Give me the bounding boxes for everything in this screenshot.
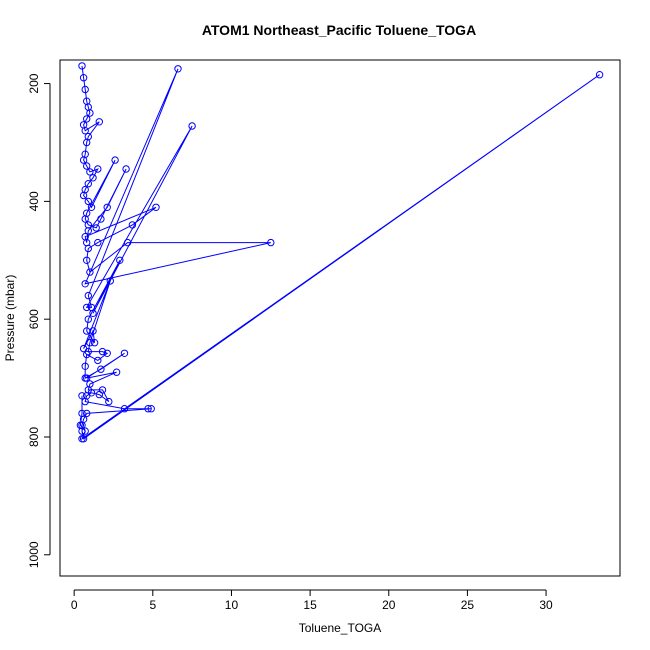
data-point — [81, 127, 89, 135]
data-point — [83, 138, 91, 147]
x-tick-label: 0 — [71, 598, 78, 612]
data-point — [86, 268, 94, 276]
data-point — [123, 238, 132, 247]
data-point — [84, 315, 93, 323]
data-point — [83, 256, 91, 264]
data-point — [116, 256, 124, 264]
data-point — [81, 233, 89, 241]
data-point — [84, 197, 93, 206]
data-point — [128, 221, 137, 229]
data-point — [83, 350, 91, 359]
y-tick-label: 1000 — [27, 541, 41, 568]
data-point — [78, 62, 86, 70]
data-point — [86, 339, 94, 347]
data-point — [84, 244, 93, 253]
data-point — [144, 405, 152, 413]
data-point — [98, 347, 107, 356]
x-tick-label: 30 — [539, 598, 553, 612]
data-point — [174, 65, 182, 73]
data-point — [595, 71, 604, 79]
data-point — [83, 115, 91, 123]
data-point — [84, 180, 93, 188]
data-point — [147, 405, 155, 413]
data-point — [81, 215, 89, 223]
data-point — [89, 174, 97, 182]
data-point — [81, 427, 89, 435]
y-tick-label: 800 — [27, 427, 41, 447]
x-axis-label: Toluene_TOGA — [299, 621, 382, 635]
data-point — [94, 356, 102, 365]
y-tick-label: 600 — [27, 309, 41, 329]
data-point — [81, 85, 89, 94]
y-axis-label: Pressure (mbar) — [3, 275, 17, 362]
data-point — [152, 203, 160, 212]
data-point — [83, 374, 91, 382]
data-point — [76, 421, 85, 429]
data-point — [86, 109, 94, 117]
data-point — [106, 277, 115, 285]
data-point — [81, 362, 89, 370]
data-point — [78, 392, 86, 400]
data-point — [122, 165, 130, 173]
data-point — [188, 122, 196, 130]
data-point — [95, 390, 104, 399]
data-point — [97, 215, 105, 223]
data-point — [81, 280, 89, 288]
x-axis: 0 5 10 15 20 25 30 — [71, 589, 553, 612]
data-point — [83, 409, 91, 418]
y-tick-label: 400 — [27, 191, 41, 211]
x-tick-label: 15 — [303, 598, 317, 612]
y-axis: 200 400 600 800 1000 — [27, 73, 51, 568]
data-point — [86, 168, 94, 176]
data-point — [79, 156, 88, 164]
data-point — [84, 291, 93, 300]
data-point — [267, 238, 275, 247]
data-point — [79, 74, 88, 82]
data-point — [81, 397, 89, 406]
x-tick-label: 5 — [149, 598, 156, 612]
data-point — [83, 162, 91, 170]
data-point — [84, 227, 93, 235]
data-point — [105, 397, 113, 406]
data-point — [78, 435, 86, 443]
data-point — [103, 203, 111, 212]
data-point — [89, 309, 97, 317]
data-point — [120, 349, 129, 357]
data-point — [103, 349, 111, 357]
y-tick-label: 200 — [27, 73, 41, 93]
data-point — [112, 368, 121, 376]
data-point — [111, 156, 119, 164]
series-toluene — [76, 62, 604, 443]
series-line — [79, 65, 600, 441]
data-point — [79, 191, 88, 200]
data-point — [94, 238, 102, 247]
data-point — [94, 165, 102, 173]
plot-frame — [59, 59, 621, 577]
data-point — [78, 409, 86, 418]
data-point — [90, 339, 99, 347]
x-tick-label: 25 — [461, 598, 475, 612]
data-point — [97, 365, 105, 373]
data-point — [95, 118, 104, 126]
data-point — [89, 327, 97, 335]
chart-title: ATOM1 Northeast_Pacific Toluene_TOGA — [202, 22, 476, 38]
x-tick-label: 20 — [382, 598, 396, 612]
x-tick-label: 10 — [225, 598, 239, 612]
data-point — [83, 303, 91, 312]
data-point — [92, 224, 100, 232]
data-point — [120, 405, 129, 413]
data-point — [87, 203, 96, 212]
